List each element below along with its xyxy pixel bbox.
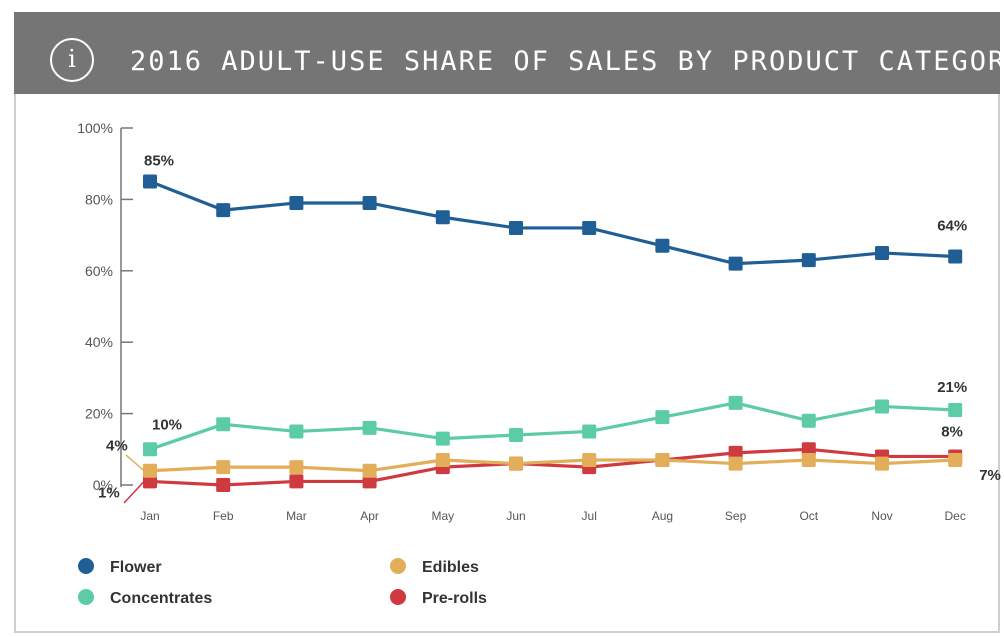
data-point	[289, 460, 304, 475]
legend-marker	[78, 589, 94, 605]
data-point	[289, 424, 304, 439]
x-tick-label: Apr	[360, 509, 379, 523]
series-line-flower	[149, 180, 956, 266]
x-tick-label: Mar	[286, 509, 307, 523]
y-tick-label: 20%	[85, 406, 113, 422]
leader-line	[123, 480, 145, 504]
data-point	[582, 453, 597, 468]
legend-marker	[390, 589, 406, 605]
data-point	[728, 456, 743, 471]
data-point	[362, 420, 377, 435]
data-point	[435, 210, 450, 225]
data-point	[143, 463, 157, 478]
x-tick-label: May	[431, 509, 454, 523]
data-point	[728, 445, 743, 460]
x-tick-label: Nov	[871, 509, 892, 523]
data-point	[216, 478, 231, 492]
x-tick-label: Sep	[725, 509, 747, 523]
data-point	[728, 395, 743, 410]
data-point	[289, 195, 304, 210]
title-banner: i 2016 ADULT-USE SHARE OF SALES BY PRODU…	[14, 12, 1004, 94]
data-point	[362, 463, 377, 478]
x-tick-label: Jun	[506, 509, 525, 523]
data-label: 85%	[144, 153, 174, 170]
leader-line	[125, 454, 145, 472]
data-label: 4%	[106, 438, 128, 455]
data-point	[509, 428, 523, 443]
data-point	[509, 220, 523, 235]
data-point	[801, 453, 816, 468]
legend-label: Pre-rolls	[422, 590, 487, 607]
series-line-edibles	[149, 458, 956, 473]
data-point	[875, 456, 889, 471]
data-point	[362, 474, 377, 489]
data-point	[289, 474, 304, 489]
legend-marker	[78, 558, 94, 574]
data-label: 64%	[937, 218, 967, 235]
legend-label: Edibles	[422, 559, 479, 576]
data-point	[655, 410, 670, 425]
data-point	[728, 256, 743, 271]
y-tick-label: 80%	[85, 191, 113, 207]
legend-label: Flower	[110, 559, 162, 576]
series-line-concentrates	[149, 401, 956, 451]
data-label: 8%	[941, 423, 963, 440]
data-point	[948, 453, 963, 468]
x-tick-label: Jan	[140, 509, 159, 523]
data-point	[216, 417, 231, 432]
data-point	[875, 399, 889, 414]
data-point	[582, 424, 597, 439]
data-point	[948, 249, 963, 264]
x-tick-label: Oct	[799, 509, 818, 523]
x-tick-label: Jul	[582, 509, 597, 523]
data-point	[435, 453, 450, 468]
data-point	[143, 442, 157, 457]
series-line-pre-rolls	[149, 447, 956, 487]
data-point	[582, 220, 597, 235]
x-tick-label: Dec	[945, 509, 966, 523]
data-label: 1%	[98, 484, 120, 501]
data-point	[801, 253, 816, 268]
legend-label: Concentrates	[110, 590, 212, 607]
data-point	[509, 456, 523, 471]
data-label: 7%	[979, 467, 1001, 484]
y-tick-label: 0%	[93, 477, 113, 493]
data-point	[875, 245, 889, 260]
chart-title: 2016 ADULT-USE SHARE OF SALES BY PRODUCT…	[130, 46, 1004, 77]
data-label: 10%	[152, 416, 182, 433]
y-tick-label: 60%	[85, 263, 113, 279]
data-point	[362, 195, 377, 210]
info-icon: i	[50, 38, 94, 82]
data-point	[143, 174, 157, 189]
data-point	[948, 403, 963, 418]
y-tick-label: 40%	[85, 334, 113, 350]
data-point	[801, 413, 816, 428]
data-point	[216, 460, 231, 475]
data-point	[435, 431, 450, 446]
chart-frame	[14, 12, 1000, 633]
data-point	[655, 238, 670, 253]
x-tick-label: Aug	[652, 509, 673, 523]
data-label: 21%	[937, 379, 967, 396]
data-point	[655, 453, 670, 468]
y-tick-label: 100%	[77, 120, 113, 136]
data-point	[801, 442, 816, 457]
data-point	[143, 474, 157, 489]
legend-marker	[390, 558, 406, 574]
data-point	[216, 203, 231, 218]
x-tick-label: Feb	[213, 509, 234, 523]
